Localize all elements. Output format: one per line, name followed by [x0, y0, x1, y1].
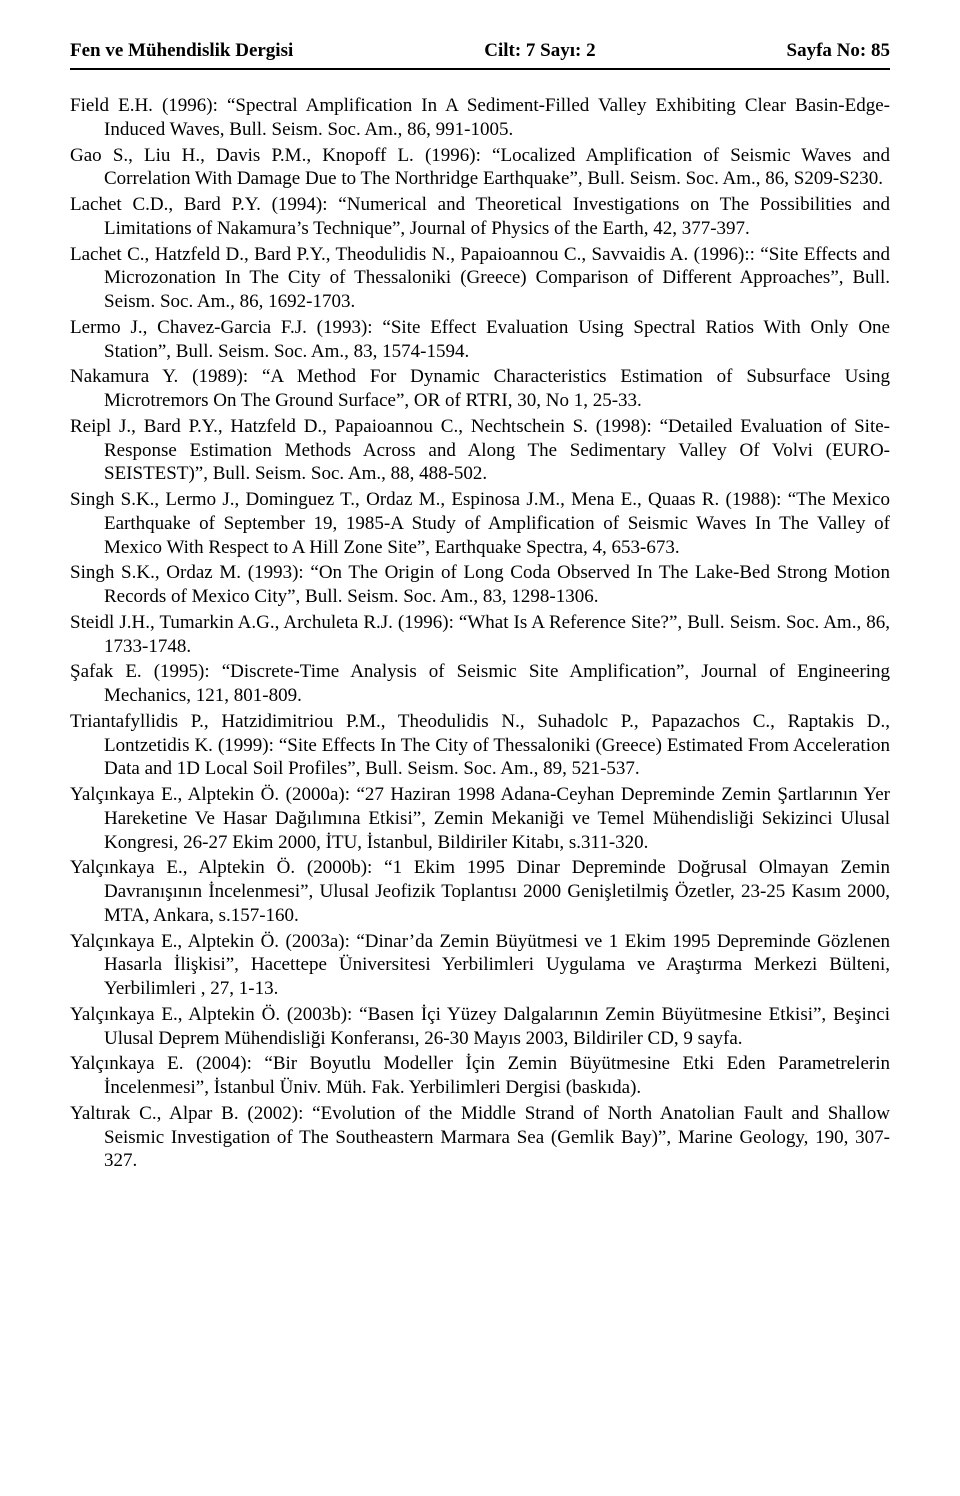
- reference-item: Yalçınkaya E., Alptekin Ö. (2003b): “Bas…: [70, 1003, 890, 1051]
- page: Fen ve Mühendislik Dergisi Cilt: 7 Sayı:…: [0, 0, 960, 1225]
- reference-item: Yalçınkaya E., Alptekin Ö. (2000b): “1 E…: [70, 856, 890, 927]
- reference-item: Yaltırak C., Alpar B. (2002): “Evolution…: [70, 1102, 890, 1173]
- header-underline: [70, 68, 890, 70]
- reference-item: Lachet C.D., Bard P.Y. (1994): “Numerica…: [70, 193, 890, 241]
- reference-item: Yalçınkaya E. (2004): “Bir Boyutlu Model…: [70, 1052, 890, 1100]
- reference-item: Lermo J., Chavez-Garcia F.J. (1993): “Si…: [70, 316, 890, 364]
- page-header: Fen ve Mühendislik Dergisi Cilt: 7 Sayı:…: [70, 40, 890, 62]
- header-journal: Fen ve Mühendislik Dergisi: [70, 40, 293, 62]
- reference-item: Field E.H. (1996): “Spectral Amplificati…: [70, 94, 890, 142]
- reference-item: Şafak E. (1995): “Discrete-Time Analysis…: [70, 660, 890, 708]
- references-list: Field E.H. (1996): “Spectral Amplificati…: [70, 94, 890, 1173]
- reference-item: Singh S.K., Ordaz M. (1993): “On The Ori…: [70, 561, 890, 609]
- reference-item: Singh S.K., Lermo J., Dominguez T., Orda…: [70, 488, 890, 559]
- header-issue: Cilt: 7 Sayı: 2: [484, 40, 595, 62]
- reference-item: Reipl J., Bard P.Y., Hatzfeld D., Papaio…: [70, 415, 890, 486]
- reference-item: Steidl J.H., Tumarkin A.G., Archuleta R.…: [70, 611, 890, 659]
- reference-item: Triantafyllidis P., Hatzidimitriou P.M.,…: [70, 710, 890, 781]
- reference-item: Yalçınkaya E., Alptekin Ö. (2003a): “Din…: [70, 930, 890, 1001]
- header-page-number: Sayfa No: 85: [787, 40, 890, 62]
- reference-item: Lachet C., Hatzfeld D., Bard P.Y., Theod…: [70, 243, 890, 314]
- reference-item: Yalçınkaya E., Alptekin Ö. (2000a): “27 …: [70, 783, 890, 854]
- reference-item: Gao S., Liu H., Davis P.M., Knopoff L. (…: [70, 144, 890, 192]
- reference-item: Nakamura Y. (1989): “A Method For Dynami…: [70, 365, 890, 413]
